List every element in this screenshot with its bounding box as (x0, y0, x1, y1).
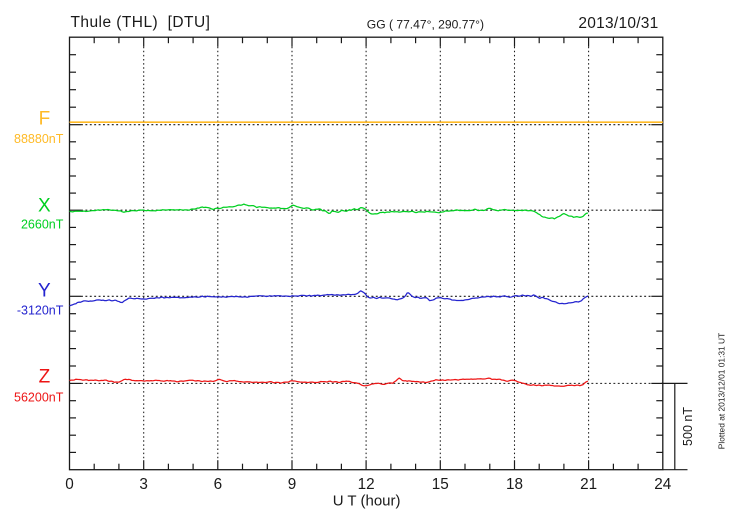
svg-text:88880nT: 88880nT (14, 132, 64, 146)
svg-text:X: X (38, 196, 51, 217)
svg-text:18: 18 (506, 476, 523, 493)
svg-text:GG ( 77.47°, 290.77°): GG ( 77.47°, 290.77°) (367, 18, 484, 32)
svg-text:-3120nT: -3120nT (17, 304, 64, 318)
svg-text:2013/10/31: 2013/10/31 (578, 15, 658, 32)
svg-text:6: 6 (214, 476, 223, 493)
svg-text:Y: Y (38, 281, 51, 302)
svg-text:12: 12 (358, 476, 375, 493)
svg-text:500 nT: 500 nT (681, 407, 695, 446)
svg-text:9: 9 (288, 476, 297, 493)
svg-text:Plotted at 2013/12/01 01:31 UT: Plotted at 2013/12/01 01:31 UT (717, 333, 727, 449)
svg-text:2660nT: 2660nT (21, 218, 64, 232)
svg-text:0: 0 (65, 476, 74, 493)
svg-text:Z: Z (39, 366, 51, 387)
svg-text:F: F (39, 109, 51, 130)
svg-text:U T (hour): U T (hour) (333, 493, 401, 510)
svg-text:15: 15 (432, 476, 449, 493)
svg-text:3: 3 (139, 476, 148, 493)
svg-text:21: 21 (580, 476, 597, 493)
svg-text:24: 24 (654, 476, 672, 493)
svg-text:56200nT: 56200nT (14, 391, 64, 405)
svg-text:Thule (THL) [DTU]: Thule (THL) [DTU] (71, 14, 211, 31)
